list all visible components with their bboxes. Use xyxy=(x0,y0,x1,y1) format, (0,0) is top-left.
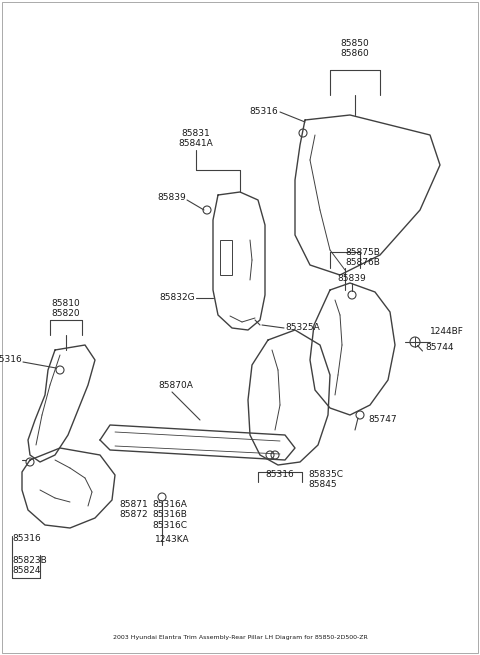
Text: 85832G: 85832G xyxy=(159,293,195,303)
Text: 85744: 85744 xyxy=(425,343,454,352)
Text: 85870A: 85870A xyxy=(158,381,193,390)
Text: 85316: 85316 xyxy=(12,534,41,543)
Text: 85875B
85876B: 85875B 85876B xyxy=(345,248,380,267)
Text: 85325A: 85325A xyxy=(285,324,320,333)
Text: 85316A
85316B
85316C: 85316A 85316B 85316C xyxy=(152,500,187,530)
Text: 85835C
85845: 85835C 85845 xyxy=(308,470,343,489)
Text: 85839: 85839 xyxy=(337,274,366,283)
Text: 85316: 85316 xyxy=(249,107,278,117)
Text: 85839: 85839 xyxy=(157,193,186,202)
Text: 1244BF: 1244BF xyxy=(430,328,464,337)
Text: 85831
85841A: 85831 85841A xyxy=(179,128,214,148)
Text: 85747: 85747 xyxy=(368,415,396,424)
Text: 85823B
85824: 85823B 85824 xyxy=(12,556,47,575)
Text: 85810
85820: 85810 85820 xyxy=(52,299,80,318)
Text: 85871
85872: 85871 85872 xyxy=(119,500,148,519)
Text: 85316: 85316 xyxy=(265,470,294,479)
Text: 2003 Hyundai Elantra Trim Assembly-Rear Pillar LH Diagram for 85850-2D500-ZR: 2003 Hyundai Elantra Trim Assembly-Rear … xyxy=(113,635,367,640)
Text: 85316: 85316 xyxy=(0,356,22,364)
Text: 85850
85860: 85850 85860 xyxy=(341,39,370,58)
Text: 1243KA: 1243KA xyxy=(155,535,190,544)
